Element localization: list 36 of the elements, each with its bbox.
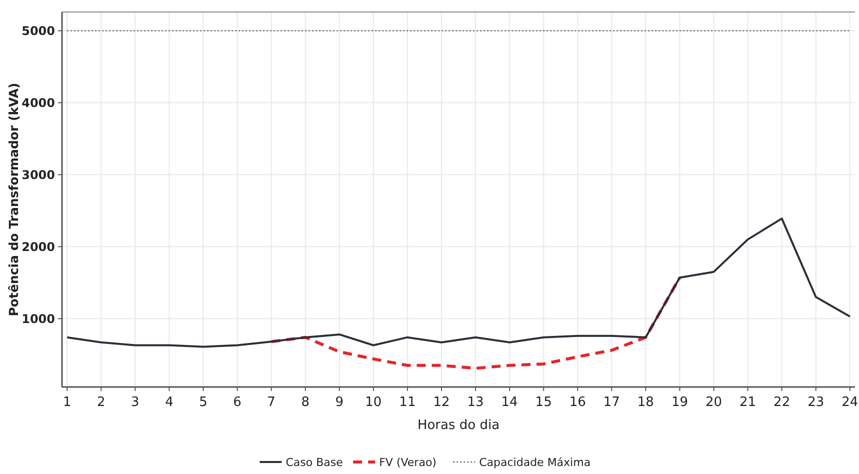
x-tick-label: 18	[637, 395, 654, 410]
line-series	[270, 276, 682, 370]
x-tick-label: 6	[233, 395, 242, 410]
x-tick-label: 4	[165, 395, 174, 410]
y-tick-label: 2000	[22, 240, 55, 254]
x-tick-label: 3	[131, 395, 140, 410]
x-tick-label: 23	[808, 395, 824, 410]
x-tick-label: 2	[97, 395, 106, 410]
legend-label: Capacidade Máxima	[479, 456, 591, 469]
y-axis-title: Potência do Transformador (kVA)	[6, 82, 21, 316]
x-tick-label: 7	[267, 395, 276, 410]
x-tick-label: 14	[501, 395, 518, 410]
x-tick-label: 5	[199, 395, 208, 410]
x-tick-label: 1	[62, 395, 72, 410]
y-tick-label: 1000	[22, 312, 55, 326]
y-tick-label: 3000	[22, 168, 55, 182]
x-tick-label: 11	[399, 395, 416, 410]
x-tick-label: 19	[671, 395, 688, 410]
x-tick-label: 12	[433, 395, 450, 410]
x-axis-title: Horas do dia	[417, 418, 500, 433]
legend-label: FV (Verao)	[379, 456, 436, 469]
legend-label: Caso Base	[286, 456, 344, 469]
x-tick-label: 15	[535, 395, 552, 410]
x-tick-label: 16	[569, 395, 586, 410]
x-tick-label: 20	[705, 395, 722, 410]
x-tick-label: 8	[301, 395, 310, 410]
x-tick-label: 13	[467, 395, 484, 410]
x-tick-label: 10	[365, 395, 382, 410]
x-tick-label: 21	[740, 395, 756, 410]
x-tick-label: 22	[774, 395, 790, 410]
x-tick-label: 9	[335, 395, 344, 410]
line-series	[66, 218, 851, 348]
y-tick-label: 4000	[22, 96, 55, 110]
x-tick-label: 24	[842, 395, 858, 410]
x-tick-label: 17	[603, 395, 620, 410]
y-tick-label: 5000	[22, 24, 55, 38]
